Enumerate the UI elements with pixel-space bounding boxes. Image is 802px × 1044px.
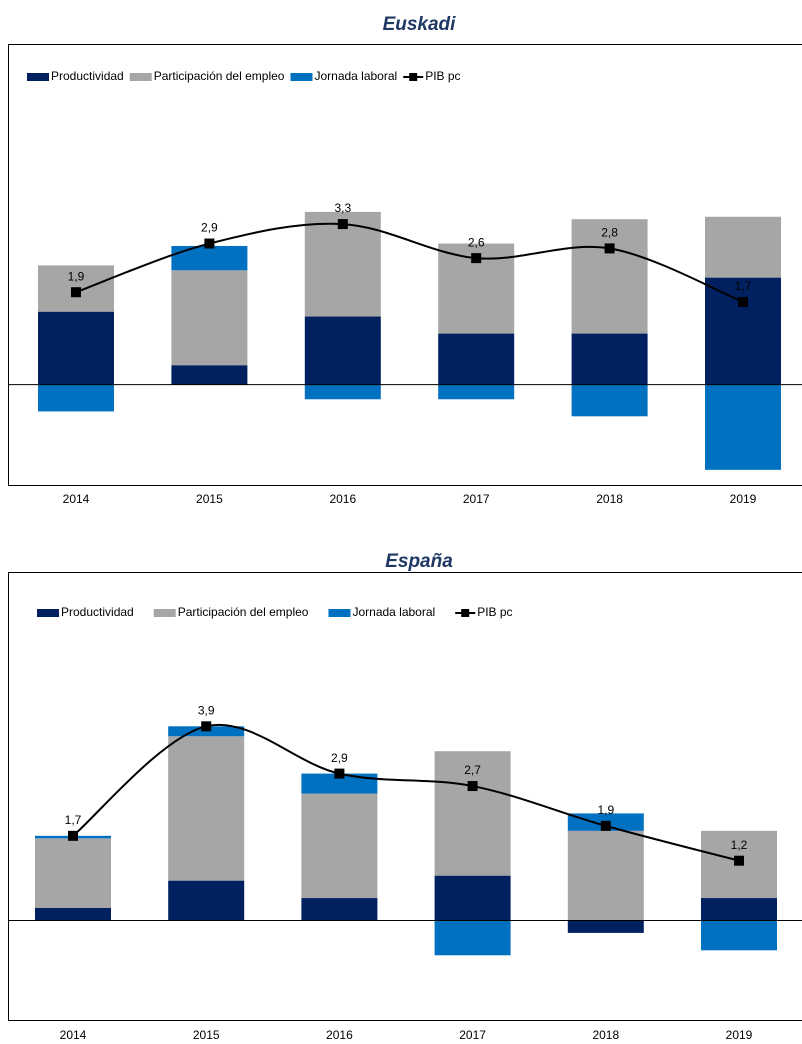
line-marker xyxy=(71,287,81,298)
bar-segment xyxy=(304,211,381,317)
bar-segment xyxy=(301,773,378,794)
bar-segment xyxy=(168,736,245,881)
bar-segment xyxy=(438,333,515,385)
bar-segment xyxy=(301,793,378,899)
bar-segment xyxy=(705,384,781,470)
x-tick-label: 2015 xyxy=(196,492,223,506)
bar-segment xyxy=(571,333,648,385)
legend-swatch xyxy=(37,609,59,617)
plot-frame xyxy=(8,572,802,1021)
bar-segment xyxy=(304,384,381,400)
bar-segment xyxy=(38,384,114,412)
bar-segment xyxy=(571,384,648,417)
line-marker xyxy=(68,830,78,841)
x-tick-label: 2016 xyxy=(326,1028,353,1042)
x-tick-label: 2017 xyxy=(463,492,490,506)
bar-segment xyxy=(434,920,511,956)
bar-segment xyxy=(567,830,644,921)
legend-label: Participación del empleo xyxy=(154,69,285,83)
bar-segment xyxy=(171,270,248,366)
legend-label: Jornada laboral xyxy=(314,69,397,83)
x-tick-label: 2018 xyxy=(592,1028,619,1042)
legend-swatch xyxy=(27,73,49,81)
legend-label: Productividad xyxy=(61,605,134,619)
data-label: 3,9 xyxy=(198,703,215,717)
bar-segment xyxy=(171,365,248,385)
x-tick-label: 2015 xyxy=(193,1028,220,1042)
data-label: 1,9 xyxy=(597,803,614,817)
bar-segment xyxy=(35,908,111,921)
legend-marker xyxy=(461,609,470,617)
chart-title: Euskadi xyxy=(383,14,457,35)
bar-segment xyxy=(434,751,511,876)
x-tick-label: 2014 xyxy=(60,1028,87,1042)
data-label: 1,9 xyxy=(68,269,85,283)
legend-label: Productividad xyxy=(51,69,124,83)
line-marker xyxy=(604,243,615,254)
bar-segment xyxy=(705,216,781,278)
bar-segment xyxy=(705,277,781,385)
line xyxy=(75,222,744,303)
data-label: 1,2 xyxy=(731,838,748,852)
bar-segment xyxy=(701,898,777,921)
line-marker xyxy=(600,820,611,831)
line-marker xyxy=(734,855,744,866)
bar-segment xyxy=(571,219,648,334)
legend-swatch xyxy=(328,609,351,617)
legend-label: Jornada laboral xyxy=(352,605,435,619)
bar-segment xyxy=(304,316,381,385)
bar-segment xyxy=(168,880,245,921)
legend-label: PIB pc xyxy=(477,605,512,619)
line-marker xyxy=(738,296,748,307)
line-marker xyxy=(337,219,348,230)
legend-marker xyxy=(409,73,418,81)
bar-segment xyxy=(701,920,777,951)
chart: España 2014 2015 2016 2017 2018 2019 1,7 3,9 2,9 2… xyxy=(8,551,802,1042)
bar-segment xyxy=(434,875,511,921)
legend-swatch xyxy=(153,609,176,617)
x-tick-label: 2018 xyxy=(596,492,623,506)
legend-label: Participación del empleo xyxy=(178,605,309,619)
data-label: 2,7 xyxy=(464,763,481,777)
line xyxy=(72,723,740,862)
line-marker xyxy=(334,768,345,779)
bar-segment xyxy=(38,311,114,385)
legend-swatch xyxy=(290,73,313,81)
line-marker xyxy=(467,781,478,792)
x-tick-label: 2019 xyxy=(726,1028,753,1042)
legend-swatch xyxy=(129,73,152,81)
data-label: 2,6 xyxy=(468,235,485,249)
chart-title: España xyxy=(385,551,453,572)
bar-segment xyxy=(301,898,378,921)
data-label: 3,3 xyxy=(334,201,351,215)
x-tick-label: 2019 xyxy=(730,492,757,506)
bar-segment xyxy=(171,245,248,271)
bar-segment xyxy=(35,838,111,908)
x-tick-label: 2016 xyxy=(329,492,356,506)
data-label: 2,8 xyxy=(601,226,618,240)
chart: Euskadi 2014 2015 2016 2017 2018 2019 1,9 2,9 3,3… xyxy=(8,14,802,506)
data-label: 2,9 xyxy=(201,221,218,235)
line-marker xyxy=(201,721,212,732)
data-label: 2,9 xyxy=(331,751,348,765)
bar-segment xyxy=(438,384,515,400)
x-tick-label: 2014 xyxy=(63,492,90,506)
legend-label: PIB pc xyxy=(425,69,460,83)
data-label: 1,7 xyxy=(735,279,752,293)
line-marker xyxy=(471,253,482,264)
x-tick-label: 2017 xyxy=(459,1028,486,1042)
line-marker xyxy=(204,238,215,249)
data-label: 1,7 xyxy=(65,813,82,827)
plot-frame xyxy=(8,44,802,486)
bar-segment xyxy=(567,920,644,933)
